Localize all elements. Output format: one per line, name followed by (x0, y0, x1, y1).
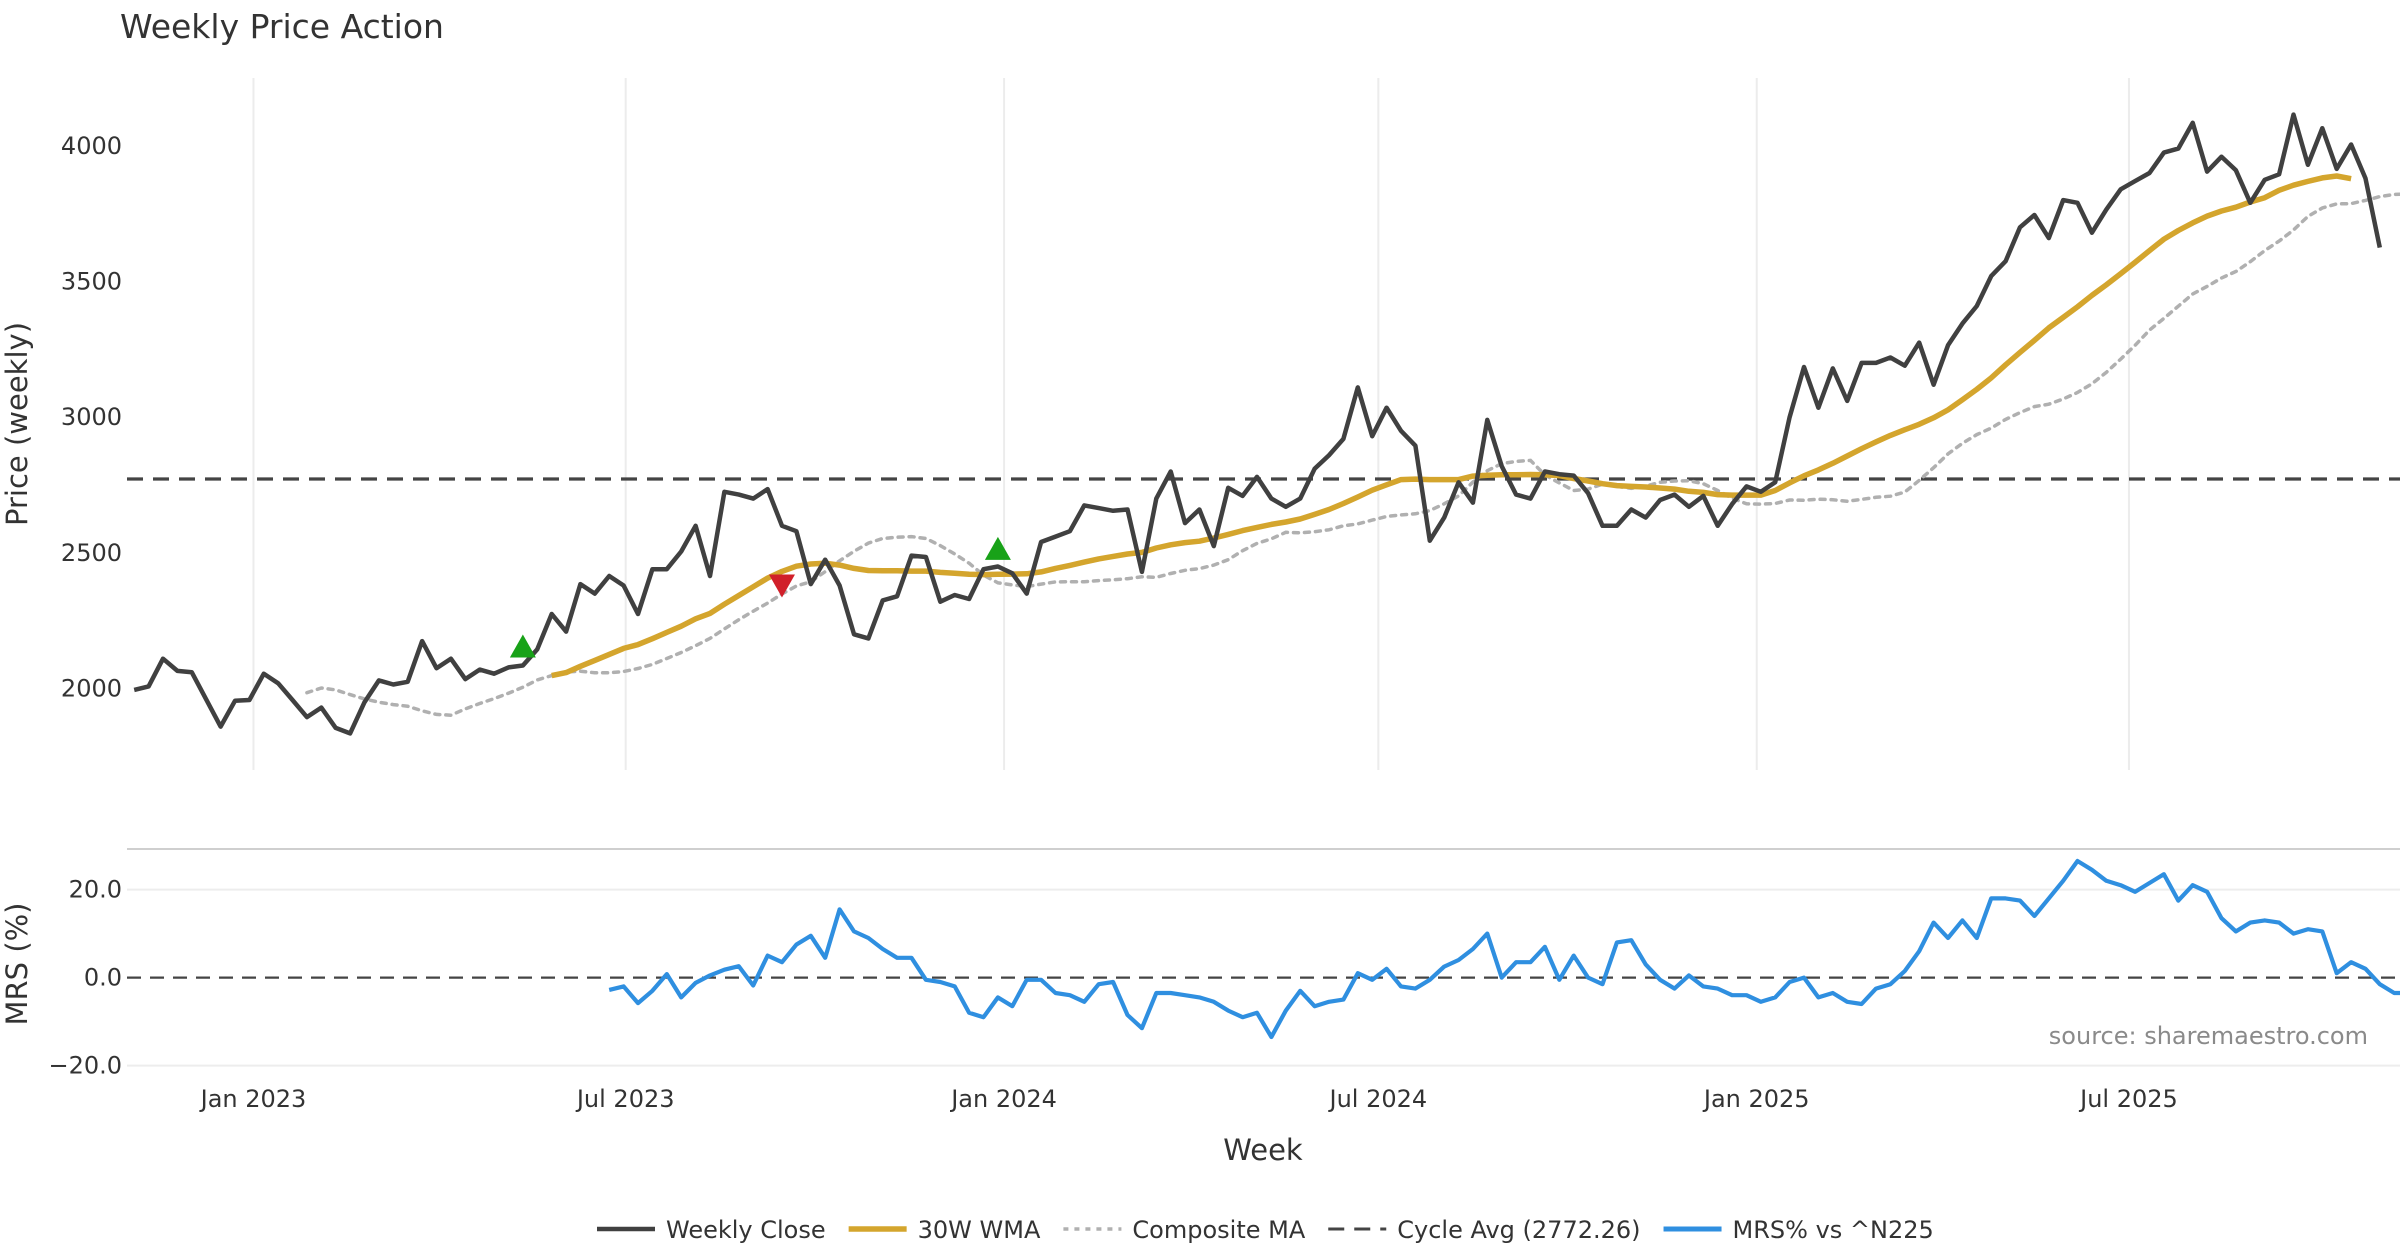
legend-label: Weekly Close (666, 1216, 826, 1244)
mrs-y-tick-label: 20.0 (69, 876, 122, 904)
legend-label: 30W WMA (918, 1216, 1041, 1244)
legend-label: MRS% vs ^N225 (1733, 1216, 1934, 1244)
price-y-tick-label: 2000 (61, 675, 122, 703)
legend-label: Composite MA (1132, 1216, 1305, 1244)
x-tick-label: Jul 2025 (2078, 1085, 2178, 1113)
x-tick-label: Jan 2024 (949, 1085, 1057, 1113)
source-annotation: source: sharemaestro.com (2049, 1022, 2368, 1050)
price-y-tick-label: 3000 (61, 403, 122, 431)
x-axis: Jan 2023 Jul 2023 Jan 2024 Jul 2024 Jan 2025… (199, 1085, 2178, 1113)
x-tick-label: Jan 2023 (199, 1085, 307, 1113)
x-tick-label: Jul 2023 (575, 1085, 675, 1113)
mrs-y-tick-label: −20.0 (48, 1052, 122, 1080)
legend-label: Cycle Avg (2772.26) (1397, 1216, 1640, 1244)
price-y-tick-label: 3500 (61, 268, 122, 296)
x-axis-label: Week (1223, 1133, 1303, 1167)
series-composite-ma (305, 192, 2400, 717)
x-tick-label: Jul 2024 (1328, 1085, 1428, 1113)
x-tick-label: Jan 2025 (1702, 1085, 1810, 1113)
series-30w-wma (551, 173, 2352, 679)
price-plot (127, 112, 2400, 736)
buy-signal-marker (984, 536, 1011, 560)
series-mrs (608, 858, 2400, 1040)
mrs-grid (127, 888, 2400, 1067)
mrs-y-axis-label: MRS (%) (0, 903, 34, 1026)
price-y-tick-label: 2500 (61, 539, 122, 567)
sell-signal-marker (768, 574, 795, 598)
price-grid (252, 78, 2130, 770)
buy-signal-marker (509, 634, 536, 658)
chart-title: Weekly Price Action (120, 7, 444, 46)
legend: Weekly Close 30W WMA Composite MA Cycle Avg… (597, 1216, 1934, 1244)
series-weekly-close (133, 112, 2383, 736)
price-y-axis: 2000 2500 3000 3500 4000 (61, 132, 122, 703)
price-y-axis-label: Price (weekly) (0, 322, 34, 526)
mrs-y-tick-label: 0.0 (84, 964, 122, 992)
mrs-y-axis: 20.0 0.0 −20.0 (48, 876, 122, 1080)
price-y-tick-label: 4000 (61, 132, 122, 160)
mrs-plot (127, 858, 2400, 1040)
